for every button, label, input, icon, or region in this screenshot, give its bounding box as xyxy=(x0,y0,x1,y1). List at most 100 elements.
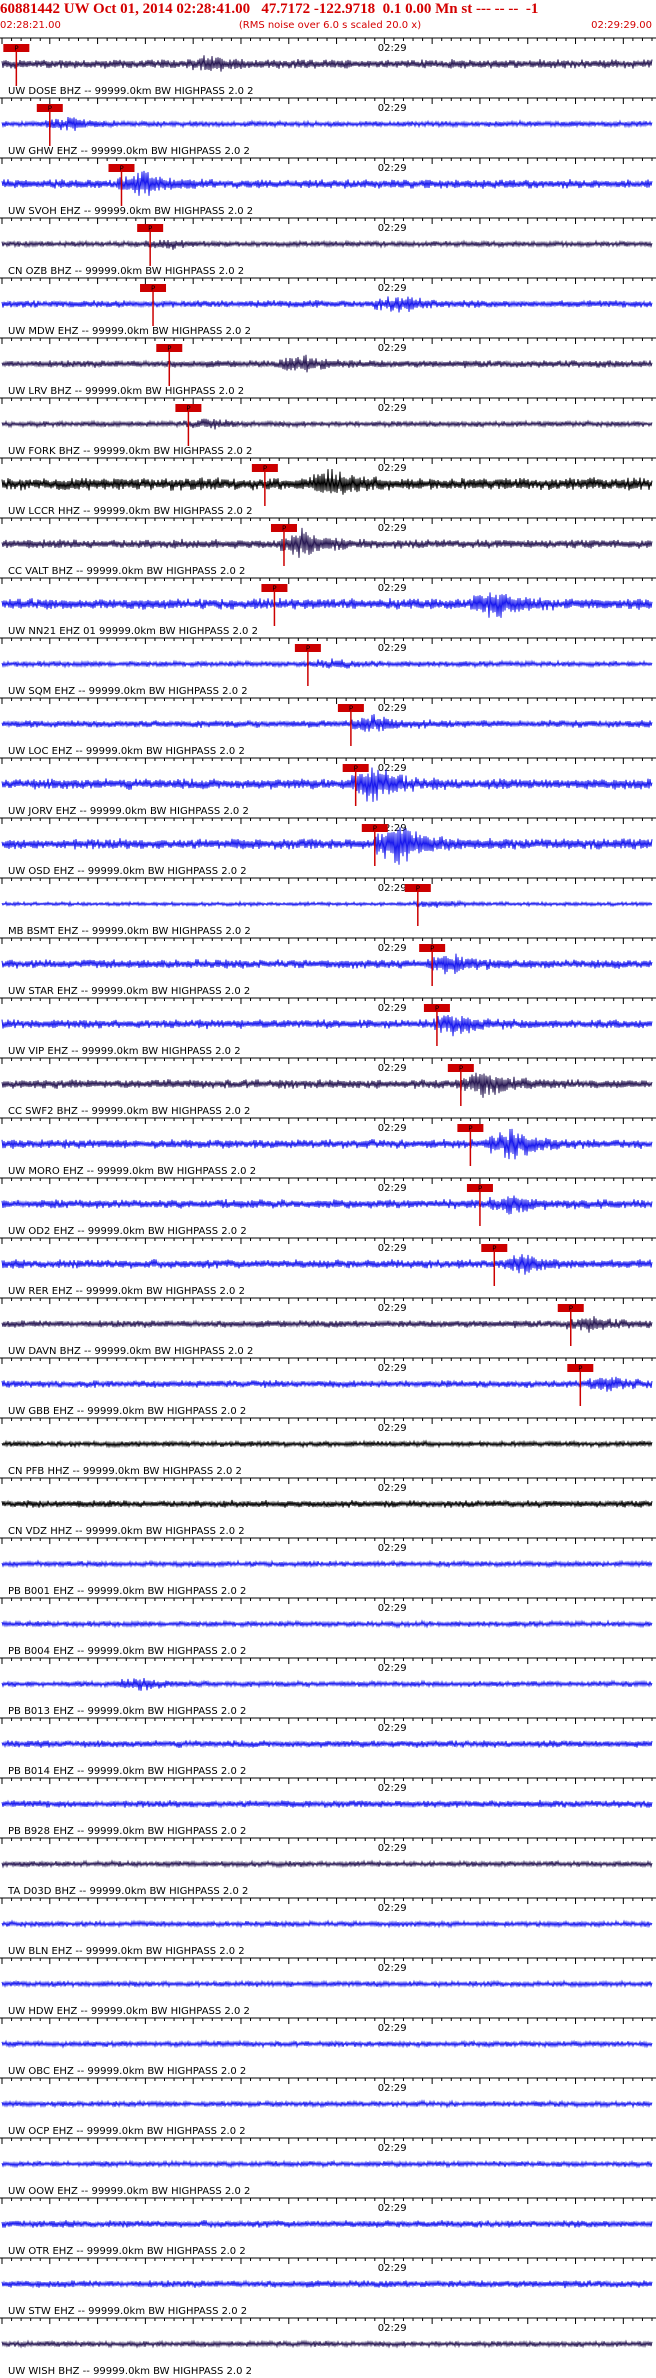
trace-row: 02:29 P UW LCCR HHZ -- 99999.0km BW HIGHPA… xyxy=(0,457,656,517)
trace-row: 02:29 P UW SQM EHZ -- 99999.0km BW HIGHPAS… xyxy=(0,637,656,697)
pick-box xyxy=(261,584,288,592)
time-marker-label: 02:29 xyxy=(378,1123,407,1134)
waveform xyxy=(1,899,653,909)
trace-row: 02:29 P CC VALT BHZ -- 99999.0km BW HIGHPA… xyxy=(0,517,656,577)
waveform xyxy=(1,468,653,495)
station-label: PB B004 EHZ -- 99999.0km BW HIGHPASS 2.0… xyxy=(8,1646,246,1657)
trace-row: 02:29P UW OSD EHZ -- 99999.0km BW HIGHPAS… xyxy=(0,817,656,877)
station-label: UW SQM EHZ -- 99999.0km BW HIGHPASS 2.0 … xyxy=(8,686,248,697)
trace-row: 02:29 P UW DOSE BHZ -- 99999.0km BW HIGHPA… xyxy=(0,37,656,97)
waveform xyxy=(1,1739,653,1749)
station-label: PB B928 EHZ -- 99999.0km BW HIGHPASS 2.0… xyxy=(8,1826,246,1837)
time-marker-label: 02:29 xyxy=(378,763,407,774)
time-marker-label: 02:29 xyxy=(378,2083,407,2094)
station-label: UW OBC EHZ -- 99999.0km BW HIGHPASS 2.0 … xyxy=(8,2066,246,2077)
station-label: UW OTR EHZ -- 99999.0km BW HIGHPASS 2.0 … xyxy=(8,2246,246,2257)
waveform xyxy=(1,2219,653,2229)
pick-label: P xyxy=(468,1125,472,1133)
pick-box xyxy=(342,764,369,772)
waveform xyxy=(1,658,653,669)
waveform xyxy=(1,2279,653,2289)
time-marker-label: 02:29 xyxy=(378,1483,407,1494)
pick-label: P xyxy=(430,945,434,953)
station-label: CN OZB BHZ -- 99999.0km BW HIGHPASS 2.0 … xyxy=(8,266,244,277)
time-marker-label: 02:29 xyxy=(378,463,407,474)
trace-row: 02:29 PB B928 EHZ -- 99999.0km BW HIGHPAS… xyxy=(0,1777,656,1837)
waveform xyxy=(1,239,653,250)
station-label: CN PFB HHZ -- 99999.0km BW HIGHPASS 2.0 … xyxy=(8,1466,242,1477)
station-label: UW WISH BHZ -- 99999.0km BW HIGHPASS 2.0… xyxy=(8,2366,252,2377)
pick-box xyxy=(3,44,30,52)
pick-label: P xyxy=(569,1305,573,1313)
time-marker-label: 02:29 xyxy=(378,1423,407,1434)
time-marker-label: 02:29 xyxy=(378,2263,407,2274)
waveform xyxy=(1,116,653,131)
station-label: TA D03D BHZ -- 99999.0km BW HIGHPASS 2.0… xyxy=(7,1886,248,1897)
trace-row: 02:29 P UW FORK BHZ -- 99999.0km BW HIGHPA… xyxy=(0,397,656,457)
pick-label: P xyxy=(416,885,420,893)
trace-row: 02:29 P UW GBB EHZ -- 99999.0km BW HIGHPAS… xyxy=(0,1357,656,1417)
trace-row: 02:29 P UW RER EHZ -- 99999.0km BW HIGHPAS… xyxy=(0,1237,656,1297)
pick-box xyxy=(404,884,431,892)
pick-label: P xyxy=(492,1245,496,1253)
pick-box xyxy=(423,1004,450,1012)
station-label: CC VALT BHZ -- 99999.0km BW HIGHPASS 2.0… xyxy=(8,566,245,577)
station-label: CN VDZ HHZ -- 99999.0km BW HIGHPASS 2.0 … xyxy=(8,1526,245,1537)
station-label: UW GBB EHZ -- 99999.0km BW HIGHPASS 2.0 … xyxy=(8,1406,246,1417)
station-label: UW LRV BHZ -- 99999.0km BW HIGHPASS 2.0 … xyxy=(8,386,244,397)
time-marker-label: 02:29 xyxy=(378,1843,407,1854)
waveform xyxy=(1,2159,653,2169)
pick-label: P xyxy=(282,525,286,533)
station-label: UW OCP EHZ -- 99999.0km BW HIGHPASS 2.0 … xyxy=(8,2126,246,2137)
end-time-label: 02:29:29.00 xyxy=(591,20,652,31)
pick-box xyxy=(557,1304,584,1312)
pick-label: P xyxy=(14,45,18,53)
waveform xyxy=(1,1559,653,1569)
station-label: UW OOW EHZ -- 99999.0km BW HIGHPASS 2.0 … xyxy=(8,2186,250,2197)
time-marker-label: 02:29 xyxy=(378,1183,407,1194)
station-label: UW DOSE BHZ -- 99999.0km BW HIGHPASS 2.0… xyxy=(8,86,254,97)
trace-row: 02:29 P MB BSMT EHZ -- 99999.0km BW HIGHPA… xyxy=(0,877,656,937)
time-marker-label: 02:29 xyxy=(378,1303,407,1314)
pick-label: P xyxy=(263,465,267,473)
trace-row: 02:29 TA D03D BHZ -- 99999.0km BW HIGHPAS… xyxy=(0,1837,656,1897)
event-title: 60881442 UW Oct 01, 2014 02:28:41.00 47.… xyxy=(0,1,539,17)
pick-box xyxy=(447,1064,474,1072)
pick-box xyxy=(457,1124,484,1132)
trace-row: 02:29 UW HDW EHZ -- 99999.0km BW HIGHPASS… xyxy=(0,1957,656,2017)
station-label: UW LOC EHZ -- 99999.0km BW HIGHPASS 2.0 … xyxy=(8,746,245,757)
pick-label: P xyxy=(167,345,171,353)
trace-row: 02:29 PB B013 EHZ -- 99999.0km BW HIGHPAS… xyxy=(0,1657,656,1717)
pick-box xyxy=(567,1364,594,1372)
time-marker-label: 02:29 xyxy=(378,823,407,834)
start-time-label: 02:28:21.00 xyxy=(0,20,61,31)
waveform xyxy=(1,1499,653,1509)
pick-label: P xyxy=(148,225,152,233)
time-marker-label: 02:29 xyxy=(378,1783,407,1794)
rms-note: (RMS noise over 6.0 s scaled 20.0 x) xyxy=(238,20,422,31)
waveform xyxy=(1,1439,653,1449)
pick-label: P xyxy=(151,285,155,293)
time-marker-label: 02:29 xyxy=(378,283,407,294)
time-marker-label: 02:29 xyxy=(378,583,407,594)
trace-row: 02:29 UW OOW EHZ -- 99999.0km BW HIGHPASS… xyxy=(0,2137,656,2197)
station-label: UW JORV EHZ -- 99999.0km BW HIGHPASS 2.0… xyxy=(8,806,249,817)
pick-box xyxy=(251,464,278,472)
waveform xyxy=(1,55,653,72)
station-label: PB B014 EHZ -- 99999.0km BW HIGHPASS 2.0… xyxy=(8,1766,246,1777)
waveform xyxy=(1,354,653,373)
pick-box xyxy=(140,284,167,292)
waveform xyxy=(1,418,653,430)
trace-row: 02:29 P UW VIP EHZ -- 99999.0km BW HIGHPAS… xyxy=(0,997,656,1057)
trace-row: 02:29 P UW MDW EHZ -- 99999.0km BW HIGHPAS… xyxy=(0,277,656,337)
time-marker-label: 02:29 xyxy=(378,1363,407,1374)
pick-label: P xyxy=(186,405,190,413)
waveform xyxy=(1,1128,653,1160)
traces-layer: 02:29 P UW DOSE BHZ -- 99999.0km BW HIGHPA… xyxy=(0,37,656,2377)
station-label: UW MORO EHZ -- 99999.0km BW HIGHPASS 2.0… xyxy=(8,1166,256,1177)
trace-row: 02:29 CN PFB HHZ -- 99999.0km BW HIGHPASS… xyxy=(0,1417,656,1477)
pick-label: P xyxy=(435,1005,439,1013)
trace-row: 02:29 P UW GHW EHZ -- 99999.0km BW HIGHPAS… xyxy=(0,97,656,157)
station-label: CC SWF2 BHZ -- 99999.0km BW HIGHPASS 2.0… xyxy=(8,1106,250,1117)
time-marker-label: 02:29 xyxy=(378,883,407,894)
